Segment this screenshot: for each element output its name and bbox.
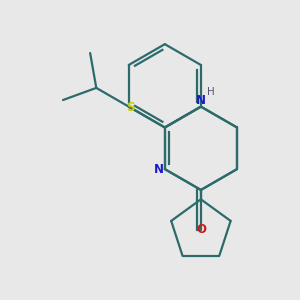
Text: H: H bbox=[207, 87, 215, 97]
Text: O: O bbox=[196, 223, 206, 236]
Text: S: S bbox=[126, 101, 135, 114]
Text: N: N bbox=[154, 163, 164, 176]
Text: N: N bbox=[196, 94, 206, 107]
